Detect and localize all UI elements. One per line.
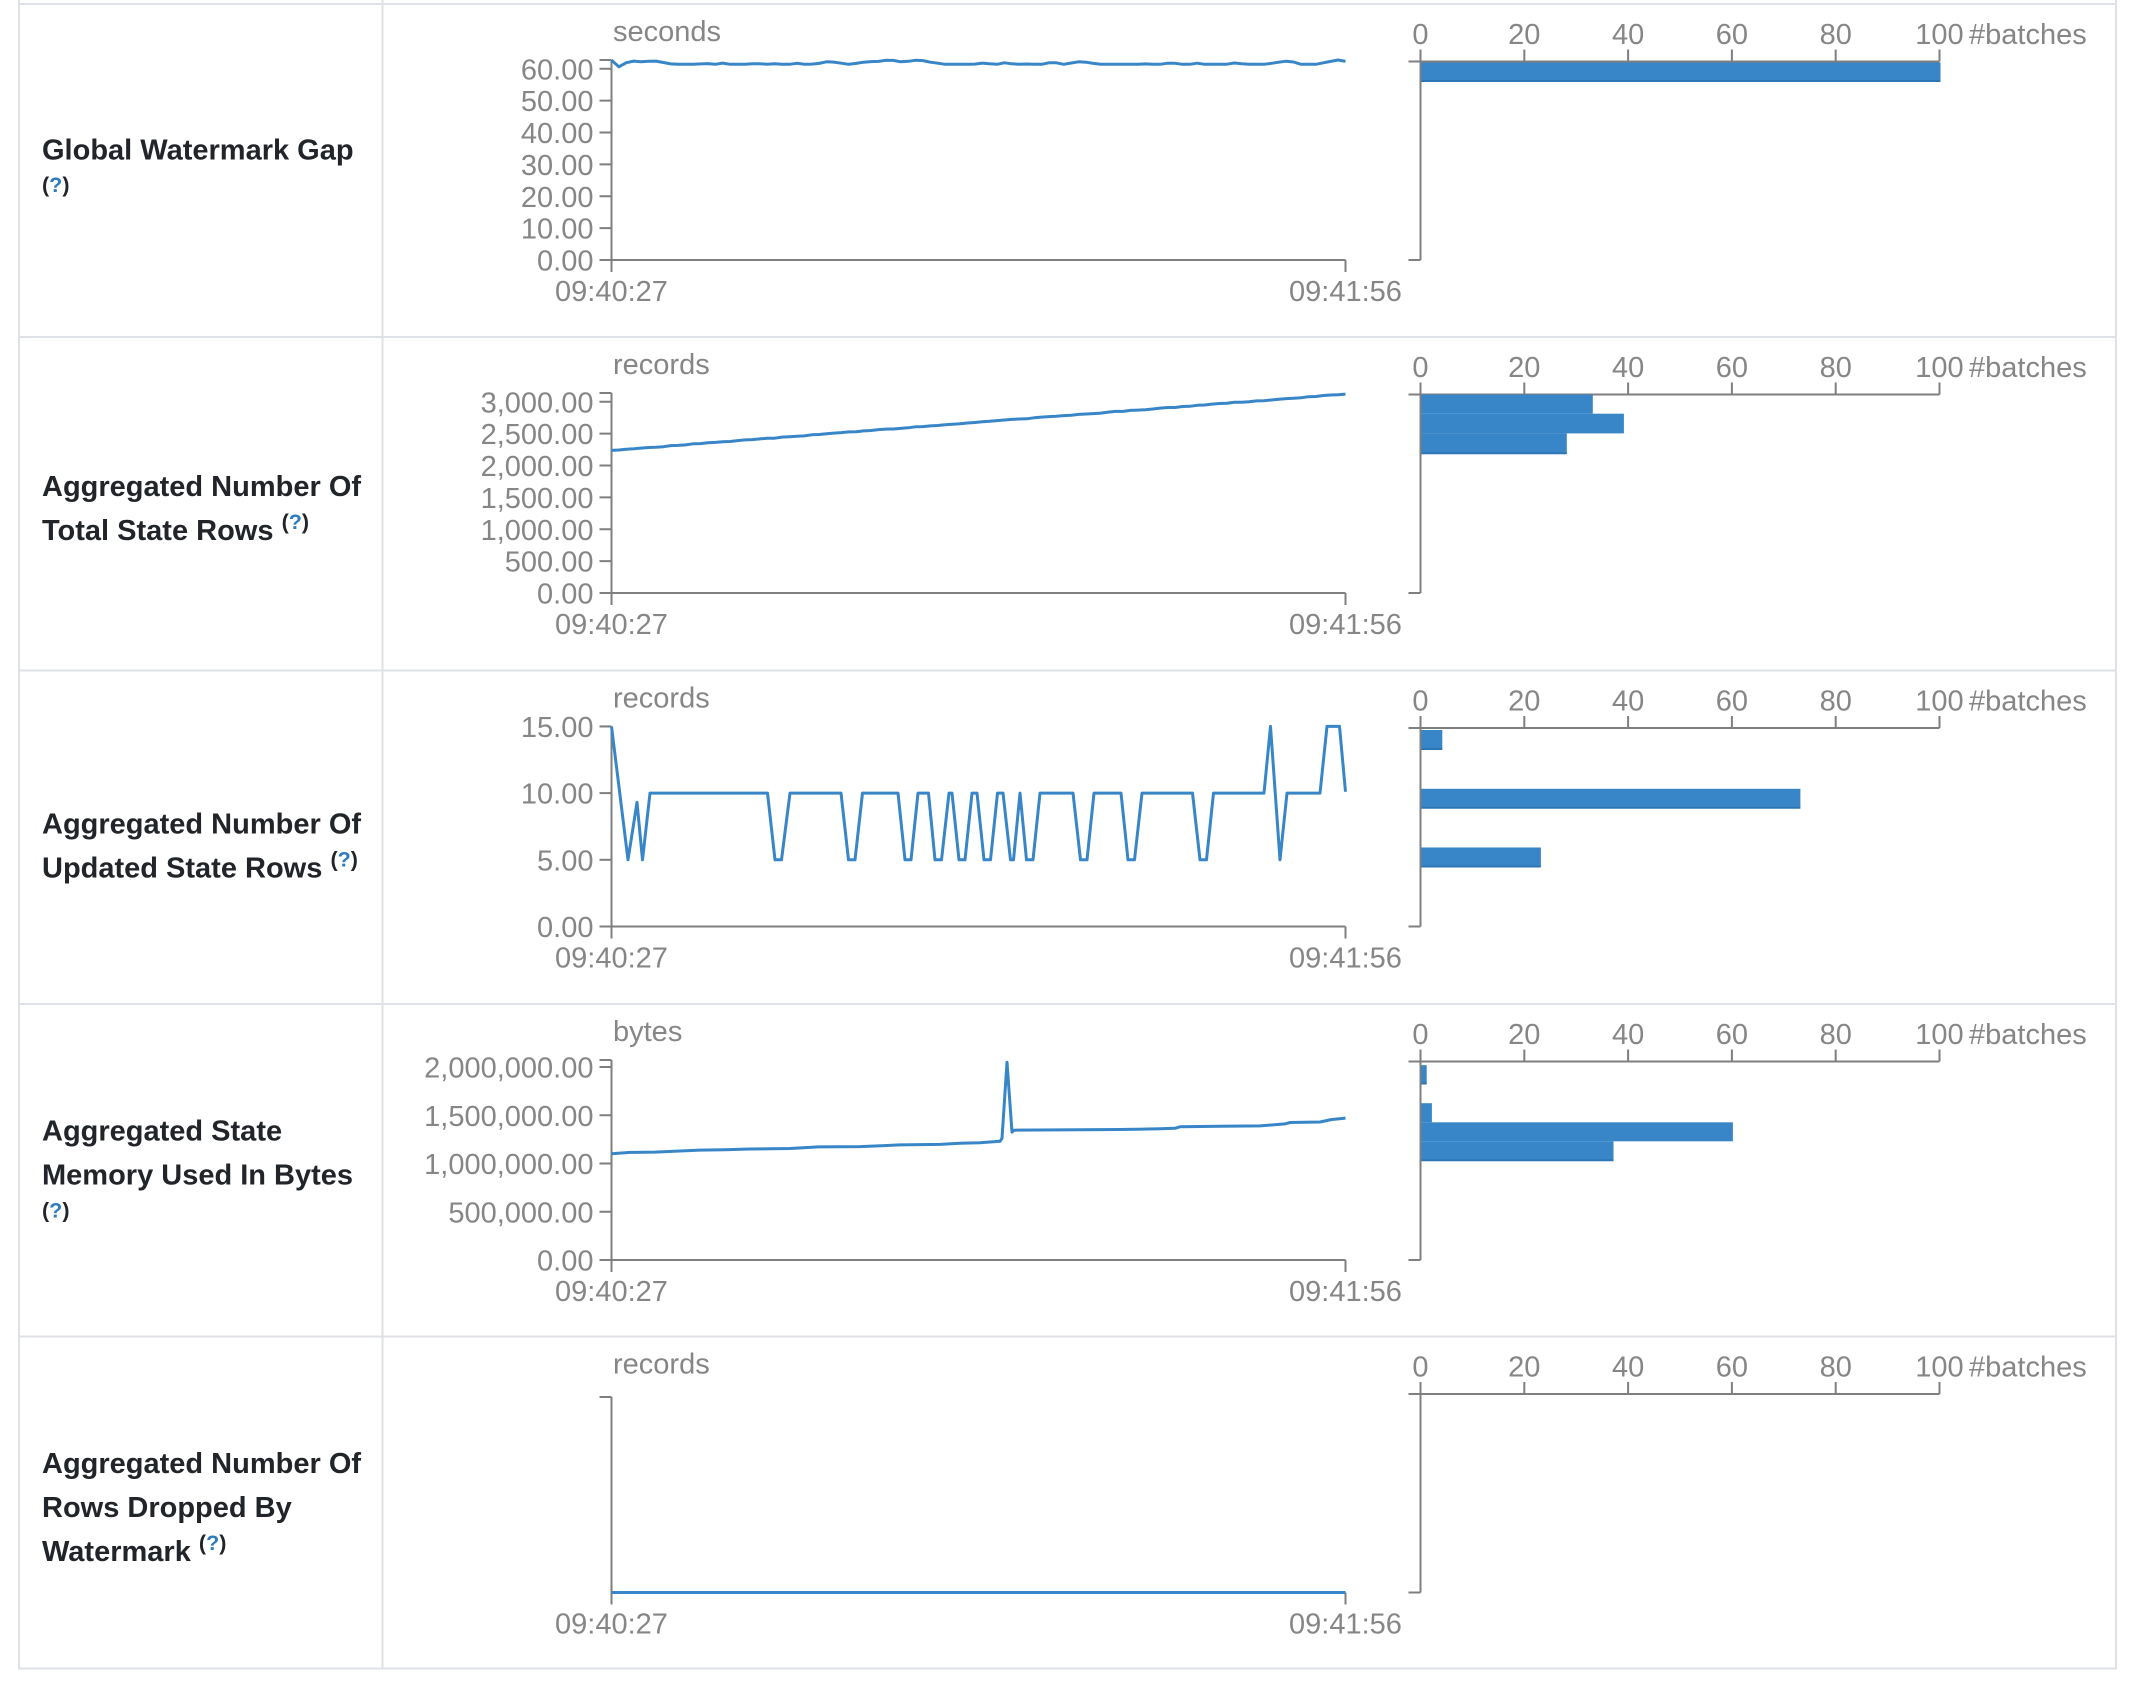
svg-text:50.00: 50.00	[521, 86, 594, 118]
svg-text:09:41:56: 09:41:56	[1289, 276, 1402, 308]
svg-text:0.00: 0.00	[537, 912, 593, 944]
svg-text:100: 100	[1915, 352, 1963, 384]
svg-text:Updated State Rows (?): Updated State Rows (?)	[42, 848, 358, 885]
svg-text:0: 0	[1412, 1019, 1428, 1051]
svg-text:Memory Used In Bytes: Memory Used In Bytes	[42, 1160, 353, 1192]
svg-text:09:40:27: 09:40:27	[555, 609, 668, 641]
svg-text:#batches: #batches	[1969, 19, 2087, 51]
svg-text:60: 60	[1716, 352, 1748, 384]
svg-text:60: 60	[1716, 686, 1748, 718]
svg-text:20.00: 20.00	[521, 182, 594, 214]
svg-text:2,000,000.00: 2,000,000.00	[424, 1053, 593, 1085]
svg-text:0: 0	[1412, 352, 1428, 384]
svg-text:40.00: 40.00	[521, 118, 594, 150]
svg-text:#batches: #batches	[1969, 686, 2087, 718]
svg-text:40: 40	[1612, 1352, 1644, 1384]
svg-text:20: 20	[1508, 1019, 1540, 1051]
svg-text:100: 100	[1915, 19, 1963, 51]
svg-text:500.00: 500.00	[505, 547, 594, 579]
svg-text:10.00: 10.00	[521, 779, 594, 811]
svg-text:#batches: #batches	[1969, 1352, 2087, 1384]
svg-text:Total State Rows (?): Total State Rows (?)	[42, 510, 309, 547]
svg-text:1,000.00: 1,000.00	[481, 515, 594, 547]
svg-text:Rows Dropped By: Rows Dropped By	[42, 1492, 292, 1524]
svg-text:seconds: seconds	[613, 16, 721, 48]
svg-text:2,500.00: 2,500.00	[481, 419, 594, 451]
svg-text:5.00: 5.00	[537, 845, 593, 877]
svg-text:80: 80	[1820, 686, 1852, 718]
svg-text:0.00: 0.00	[537, 1246, 593, 1278]
svg-text:40: 40	[1612, 686, 1644, 718]
svg-text:0: 0	[1412, 1352, 1428, 1384]
svg-text:40: 40	[1612, 1019, 1644, 1051]
svg-text:0: 0	[1412, 686, 1428, 718]
svg-text:80: 80	[1820, 19, 1852, 51]
svg-text:bytes: bytes	[613, 1016, 682, 1048]
svg-text:09:41:56: 09:41:56	[1289, 1276, 1402, 1308]
svg-text:09:41:56: 09:41:56	[1289, 943, 1402, 975]
svg-text:(?): (?)	[42, 173, 69, 197]
svg-text:Watermark (?): Watermark (?)	[42, 1531, 226, 1568]
svg-text:Aggregated Number Of: Aggregated Number Of	[42, 1448, 361, 1480]
svg-text:80: 80	[1820, 352, 1852, 384]
svg-text:1,000,000.00: 1,000,000.00	[424, 1149, 593, 1181]
svg-text:09:41:56: 09:41:56	[1289, 1609, 1402, 1641]
svg-text:20: 20	[1508, 352, 1540, 384]
svg-text:60: 60	[1716, 1019, 1748, 1051]
svg-text:100: 100	[1915, 1019, 1963, 1051]
svg-text:15.00: 15.00	[521, 712, 594, 744]
svg-text:40: 40	[1612, 19, 1644, 51]
svg-text:60.00: 60.00	[521, 54, 594, 86]
svg-text:Global Watermark Gap: Global Watermark Gap	[42, 135, 354, 167]
svg-text:Aggregated State: Aggregated State	[42, 1116, 282, 1148]
svg-text:2,000.00: 2,000.00	[481, 451, 594, 483]
svg-text:100: 100	[1915, 686, 1963, 718]
svg-text:80: 80	[1820, 1352, 1852, 1384]
svg-text:09:40:27: 09:40:27	[555, 1609, 668, 1641]
svg-text:20: 20	[1508, 19, 1540, 51]
svg-text:1,500,000.00: 1,500,000.00	[424, 1101, 593, 1133]
svg-text:60: 60	[1716, 1352, 1748, 1384]
svg-text:09:40:27: 09:40:27	[555, 943, 668, 975]
svg-text:09:40:27: 09:40:27	[555, 1276, 668, 1308]
svg-text:records: records	[613, 349, 710, 381]
svg-text:records: records	[613, 1349, 710, 1381]
svg-text:10.00: 10.00	[521, 214, 594, 246]
svg-text:30.00: 30.00	[521, 150, 594, 182]
svg-text:1,500.00: 1,500.00	[481, 483, 594, 515]
svg-text:80: 80	[1820, 1019, 1852, 1051]
svg-text:09:41:56: 09:41:56	[1289, 609, 1402, 641]
svg-text:#batches: #batches	[1969, 352, 2087, 384]
svg-text:Aggregated Number Of: Aggregated Number Of	[42, 471, 361, 503]
svg-text:100: 100	[1915, 1352, 1963, 1384]
svg-text:09:40:27: 09:40:27	[555, 276, 668, 308]
svg-text:60: 60	[1716, 19, 1748, 51]
svg-text:records: records	[613, 683, 710, 715]
svg-text:500,000.00: 500,000.00	[448, 1197, 593, 1229]
svg-text:20: 20	[1508, 686, 1540, 718]
svg-text:20: 20	[1508, 1352, 1540, 1384]
svg-text:Aggregated Number Of: Aggregated Number Of	[42, 809, 361, 841]
svg-text:3,000.00: 3,000.00	[481, 387, 594, 419]
svg-text:0.00: 0.00	[537, 246, 593, 278]
svg-text:(?): (?)	[42, 1199, 69, 1223]
svg-text:0: 0	[1412, 19, 1428, 51]
svg-text:0.00: 0.00	[537, 579, 593, 611]
svg-text:#batches: #batches	[1969, 1019, 2087, 1051]
svg-text:40: 40	[1612, 352, 1644, 384]
